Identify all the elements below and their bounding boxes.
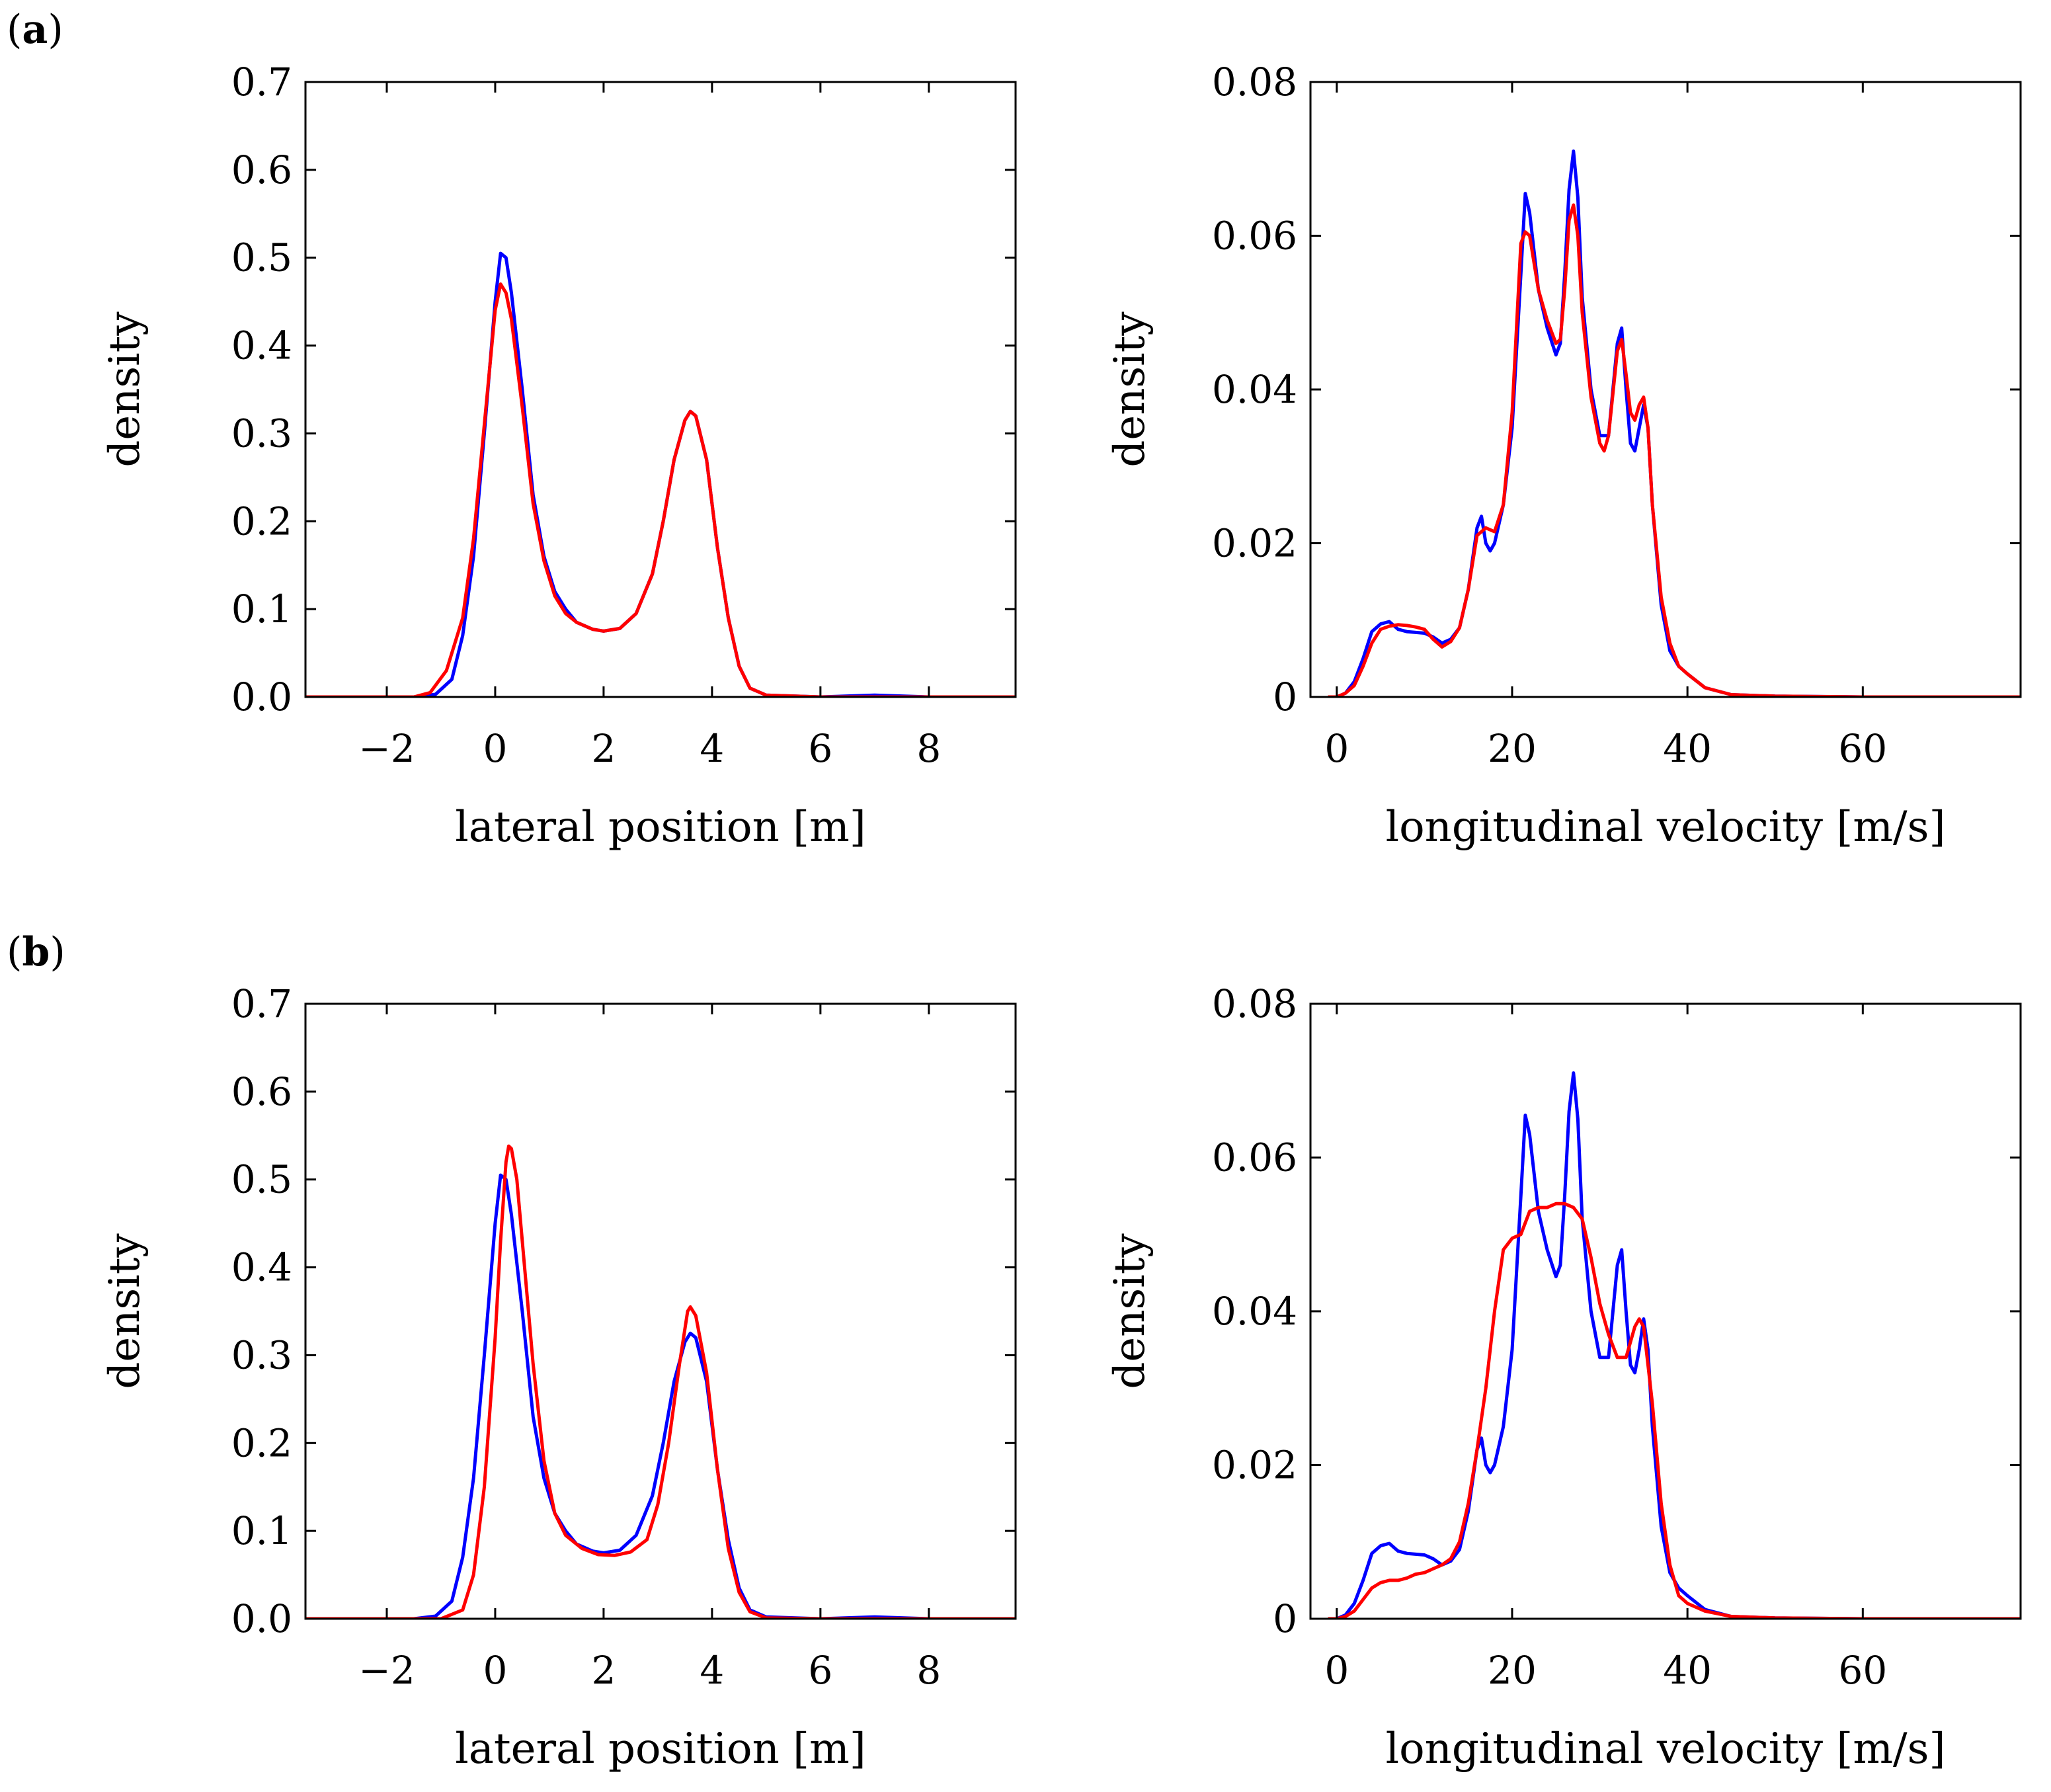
chart-a-lateral-position: −2 0 2 4 6 8 0.0 0.1 0.2 0.3 0.4 0.5 0.6 0.7 lateral p… — [101, 60, 1017, 852]
panel-label-a: (a) — [7, 7, 63, 53]
series-line-blue — [1328, 149, 2021, 697]
x-axis-label: lateral position [m] — [455, 803, 866, 852]
x-tick-label: 60 — [1838, 726, 1887, 771]
y-tick-label: 0.08 — [1212, 981, 1297, 1026]
plot-frame — [304, 1002, 1017, 1620]
y-tick-label: 0.5 — [231, 235, 292, 280]
y-tick-label: 0.6 — [231, 1069, 292, 1114]
x-tick-label: 40 — [1663, 1648, 1712, 1693]
x-tick-label: −2 — [358, 1648, 415, 1693]
y-tick-label: 0.06 — [1212, 214, 1297, 259]
x-tick-label: 2 — [591, 1648, 616, 1693]
y-tick-label: 0.04 — [1212, 367, 1297, 412]
x-tick-label: −2 — [358, 726, 415, 771]
x-tick-label: 8 — [916, 1648, 941, 1693]
x-tick-label: 0 — [483, 726, 507, 771]
panel-label-b: (b) — [7, 929, 65, 975]
plot-frame — [304, 81, 1017, 698]
y-tick-label: 0.1 — [231, 587, 292, 631]
y-tick-label: 0.4 — [231, 1245, 292, 1290]
x-tick-label: 20 — [1488, 726, 1537, 771]
y-tick-label: 0.7 — [231, 60, 292, 104]
y-tick-label: 0.0 — [231, 1596, 292, 1641]
x-tick-label: 8 — [916, 726, 941, 771]
x-tick-label: 0 — [1324, 1648, 1349, 1693]
y-tick-label: 0 — [1273, 1596, 1297, 1641]
x-axis-label: longitudinal velocity [m/s] — [1386, 1725, 1946, 1773]
plot-frame — [1309, 81, 2022, 698]
y-tick-label: 0.3 — [231, 411, 292, 456]
y-tick-label: 0.2 — [231, 1420, 292, 1465]
y-tick-label: 0.04 — [1212, 1289, 1297, 1334]
chart-a-longitudinal-velocity: 0 20 40 60 0 0.02 0.04 0.06 0.08 longitudinal vel… — [1106, 60, 2022, 852]
y-tick-label: 0 — [1273, 674, 1297, 719]
y-tick-label: 0.2 — [231, 499, 292, 544]
y-axis-label: density — [101, 311, 149, 467]
series-line-red — [305, 1144, 1016, 1619]
x-tick-label: 0 — [1324, 726, 1349, 771]
x-tick-label: 4 — [700, 1648, 724, 1693]
chart-b-lateral-position: −2 0 2 4 6 8 0.0 0.1 0.2 0.3 0.4 0.5 0.6 0.7 lateral p… — [101, 981, 1017, 1773]
series-line-red — [305, 282, 1016, 697]
x-axis-label: longitudinal velocity [m/s] — [1386, 803, 1946, 852]
x-tick-label: 6 — [808, 726, 832, 771]
chart-b-longitudinal-velocity: 0 20 40 60 0 0.02 0.04 0.06 0.08 longitudinal vel… — [1106, 981, 2022, 1773]
series-line-blue — [305, 251, 1016, 697]
y-tick-label: 0.02 — [1212, 521, 1297, 566]
panel-letter-a: a — [22, 7, 48, 53]
y-axis-label: density — [1106, 1233, 1154, 1389]
x-tick-label: 40 — [1663, 726, 1712, 771]
x-tick-label: 6 — [808, 1648, 832, 1693]
y-tick-label: 0.0 — [231, 674, 292, 719]
y-axis-label: density — [1106, 311, 1154, 467]
x-tick-label: 60 — [1838, 1648, 1887, 1693]
x-tick-label: 4 — [700, 726, 724, 771]
panel-letter-b: b — [22, 929, 50, 975]
series-line-blue — [1328, 1071, 2021, 1619]
y-tick-label: 0.4 — [231, 323, 292, 368]
series-line-red — [1328, 1201, 2021, 1619]
y-tick-label: 0.5 — [231, 1157, 292, 1202]
y-tick-label: 0.06 — [1212, 1135, 1297, 1180]
x-tick-label: 0 — [483, 1648, 507, 1693]
y-tick-label: 0.6 — [231, 147, 292, 192]
y-tick-label: 0.08 — [1212, 60, 1297, 104]
y-tick-label: 0.7 — [231, 981, 292, 1026]
x-tick-label: 20 — [1488, 1648, 1537, 1693]
y-tick-label: 0.02 — [1212, 1443, 1297, 1488]
y-axis-label: density — [101, 1233, 149, 1389]
y-tick-label: 0.1 — [231, 1508, 292, 1553]
y-tick-label: 0.3 — [231, 1332, 292, 1377]
series-line-red — [1328, 203, 2021, 697]
x-axis-label: lateral position [m] — [455, 1725, 866, 1773]
x-tick-label: 2 — [591, 726, 616, 771]
series-line-blue — [305, 1173, 1016, 1619]
